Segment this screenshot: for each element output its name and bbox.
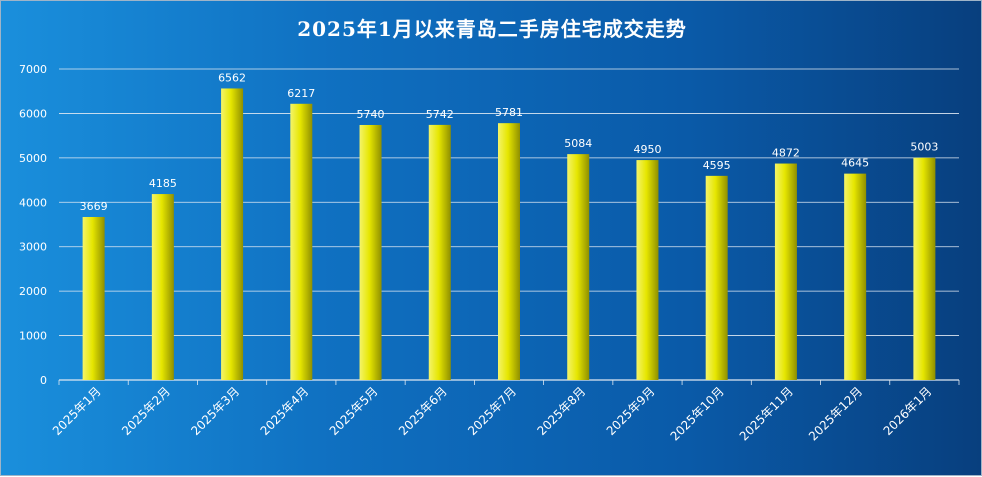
y-tick-label: 4000: [19, 196, 47, 209]
y-tick-label: 7000: [19, 63, 47, 76]
bar: [636, 160, 659, 380]
x-tick-label: 2025年2月: [119, 384, 173, 438]
data-label: 6562: [218, 71, 246, 84]
x-tick-label: 2025年1月: [50, 384, 104, 438]
bar: [844, 173, 867, 380]
data-labels: 3669 4185 6562 6217 5740 5742 5781 5084 4950 4595…: [80, 71, 939, 213]
x-axis-ticks: 2025年1月 2025年2月 2025年3月 2025年4月 2025年5月 2025年…: [50, 380, 960, 443]
bar: [428, 124, 451, 380]
bars: [82, 88, 936, 381]
bar: [359, 124, 382, 380]
x-tick-label: 2025年8月: [534, 384, 588, 438]
x-tick-label: 2025年10月: [668, 384, 727, 443]
data-label: 4185: [149, 177, 177, 190]
x-tick-label: 2025年6月: [396, 384, 450, 438]
bar: [774, 163, 797, 380]
data-label: 5084: [564, 137, 592, 150]
bar: [913, 157, 936, 380]
bar: [567, 154, 590, 380]
x-tick-label: 2025年4月: [258, 384, 312, 438]
y-tick-label: 6000: [19, 107, 47, 120]
y-tick-label: 3000: [19, 241, 47, 254]
data-label: 4950: [633, 143, 661, 156]
x-tick-label: 2025年3月: [188, 384, 242, 438]
data-label: 5781: [495, 106, 523, 119]
y-tick-label: 5000: [19, 152, 47, 165]
x-tick-label: 2025年12月: [806, 384, 865, 443]
bar: [705, 175, 728, 380]
bar: [221, 88, 244, 380]
bar: [151, 194, 174, 380]
y-tick-label: 0: [40, 374, 47, 387]
x-tick-label: 2026年1月: [881, 384, 935, 438]
x-tick-label: 2025年7月: [465, 384, 519, 438]
x-tick-label: 2025年9月: [604, 384, 658, 438]
data-label: 5742: [426, 108, 454, 121]
y-tick-label: 1000: [19, 330, 47, 343]
data-label: 5740: [357, 108, 385, 121]
y-axis-ticks: 0 1000 2000 3000 4000 5000 6000 7000: [19, 63, 47, 387]
data-label: 6217: [287, 87, 315, 100]
bar: [82, 216, 105, 380]
data-label: 3669: [80, 200, 108, 213]
bar: [290, 103, 313, 381]
chart-title: 2025年1月以来青岛二手房住宅成交走势: [297, 17, 687, 41]
x-tick-label: 2025年11月: [737, 384, 796, 443]
x-tick-label: 2025年5月: [327, 384, 381, 438]
bar: [498, 123, 520, 380]
y-tick-label: 2000: [19, 285, 47, 298]
data-label: 4872: [772, 147, 800, 160]
data-label: 4645: [841, 157, 869, 170]
data-label: 4595: [703, 159, 731, 172]
data-label: 5003: [910, 141, 938, 154]
